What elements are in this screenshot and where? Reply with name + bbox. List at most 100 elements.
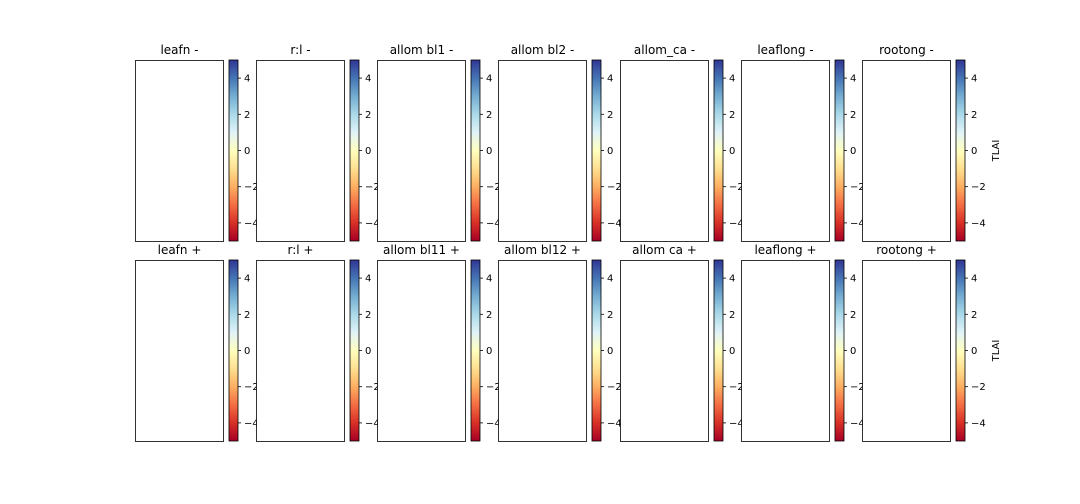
colorbar — [591, 59, 602, 242]
subplot: allom bl11 + −4 −2 0 2 4 — [377, 243, 501, 442]
colorbar-tick-label: −4 — [607, 218, 622, 229]
plot-area — [377, 260, 466, 442]
colorbar-tick-label: 2 — [486, 110, 492, 121]
colorbar-tick-label: 0 — [486, 146, 492, 157]
panel-title: allom bl12 + — [504, 243, 581, 257]
panel-title: leafn - — [160, 43, 198, 57]
colorbar-tick-label: 2 — [729, 310, 735, 321]
subplot: leaflong - −4 −2 0 2 4 — [741, 43, 865, 242]
colorbar — [713, 259, 724, 442]
subplot: rootong - −4 −2 0 2 4 TLAI — [862, 43, 1002, 242]
colorbar-tick-label: −4 — [365, 218, 380, 229]
colorbar-tick-label: 2 — [971, 110, 977, 121]
plot-area — [135, 260, 224, 442]
colorbar-label: TLAI — [991, 140, 1002, 163]
colorbar-tick-label: 4 — [729, 274, 735, 285]
colorbar-label: TLAI — [991, 340, 1002, 363]
colorbar-tick-label: 4 — [365, 74, 371, 85]
colorbar-tick-label: −2 — [244, 182, 259, 193]
colorbar-tick-label: 4 — [486, 74, 492, 85]
plot-area — [377, 60, 466, 242]
colorbar-tick-label: −2 — [365, 182, 380, 193]
colorbar-tick-label: 2 — [850, 310, 856, 321]
colorbar-tick-label: 0 — [850, 346, 856, 357]
colorbar-tick-label: 2 — [244, 110, 250, 121]
plot-area — [741, 60, 830, 242]
colorbar-tick-label: −4 — [971, 218, 986, 229]
colorbar-tick-label: −2 — [486, 182, 501, 193]
colorbar-tick-label: 0 — [486, 346, 492, 357]
panel-title: leaflong + — [754, 243, 816, 257]
panel-title: r:l - — [290, 43, 310, 57]
colorbar — [470, 259, 481, 442]
panel-title: leaflong - — [757, 43, 813, 57]
panel-title: allom_ca - — [634, 43, 695, 57]
colorbar-tick-label: −2 — [850, 182, 865, 193]
colorbar-tick-label: 2 — [365, 110, 371, 121]
colorbar-tick-label: −2 — [607, 182, 622, 193]
colorbar-tick-label: −2 — [971, 182, 986, 193]
colorbar-tick-label: 2 — [607, 310, 613, 321]
colorbar — [349, 59, 360, 242]
panel-title: allom bl11 + — [383, 243, 460, 257]
plot-area — [862, 60, 951, 242]
colorbar-tick-label: −4 — [850, 218, 865, 229]
colorbar — [955, 259, 966, 442]
colorbar-tick-label: 2 — [971, 310, 977, 321]
colorbar-tick-label: −2 — [729, 382, 744, 393]
colorbar-tick-label: 2 — [729, 110, 735, 121]
colorbar-tick-label: 0 — [607, 146, 613, 157]
plot-area — [862, 260, 951, 442]
colorbar-tick-label: 0 — [365, 146, 371, 157]
colorbar-tick-label: 4 — [365, 274, 371, 285]
colorbar — [955, 59, 966, 242]
colorbar-tick-label: 2 — [486, 310, 492, 321]
colorbar — [228, 59, 239, 242]
colorbar-tick-label: −4 — [486, 418, 501, 429]
panel-title: allom bl2 - — [511, 43, 575, 57]
colorbar — [591, 259, 602, 442]
plot-area — [498, 60, 587, 242]
subplot: leafn + −4 −2 0 2 4 — [135, 243, 259, 442]
colorbar-tick-label: 4 — [486, 274, 492, 285]
colorbar-tick-label: 0 — [729, 346, 735, 357]
colorbar-tick-label: −4 — [244, 218, 259, 229]
panel-title: rootong - — [879, 43, 934, 57]
colorbar-tick-label: −4 — [729, 418, 744, 429]
subplot: leaflong + −4 −2 0 2 4 — [741, 243, 865, 442]
colorbar-tick-label: 4 — [607, 74, 613, 85]
colorbar-tick-label: 4 — [729, 74, 735, 85]
colorbar-tick-label: −4 — [850, 418, 865, 429]
subplot: allom bl1 - −4 −2 0 2 4 — [377, 43, 501, 242]
colorbar-tick-label: 2 — [607, 110, 613, 121]
colorbar-tick-label: 4 — [971, 74, 977, 85]
colorbar — [228, 259, 239, 442]
colorbar-tick-label: 2 — [850, 110, 856, 121]
panel-grid: leafn - −4 −2 0 2 4 r:l - −4 −2 0 2 4 allom bl1 - −4 −… — [135, 43, 1002, 442]
colorbar-tick-label: 0 — [729, 146, 735, 157]
subplot: rootong + −4 −2 0 2 4 TLAI — [862, 243, 1002, 442]
subplot: allom bl12 + −4 −2 0 2 4 — [498, 243, 622, 442]
colorbar-tick-label: −4 — [486, 218, 501, 229]
colorbar-tick-label: −2 — [971, 382, 986, 393]
plot-area — [620, 60, 709, 242]
colorbar-tick-label: 0 — [607, 346, 613, 357]
colorbar — [834, 59, 845, 242]
colorbar-tick-label: −4 — [607, 418, 622, 429]
colorbar-tick-label: −2 — [850, 382, 865, 393]
colorbar-tick-label: 2 — [365, 310, 371, 321]
panel-title: leafn + — [158, 243, 202, 257]
colorbar — [713, 59, 724, 242]
plot-area — [741, 260, 830, 442]
colorbar-tick-label: −4 — [365, 418, 380, 429]
plot-area — [256, 60, 345, 242]
plot-area — [135, 60, 224, 242]
colorbar-tick-label: 4 — [244, 274, 250, 285]
colorbar-tick-label: −2 — [244, 382, 259, 393]
colorbar-tick-label: −2 — [365, 382, 380, 393]
plot-area — [498, 260, 587, 442]
colorbar-tick-label: 4 — [971, 274, 977, 285]
colorbar-tick-label: −2 — [729, 182, 744, 193]
colorbar-tick-label: −2 — [607, 382, 622, 393]
